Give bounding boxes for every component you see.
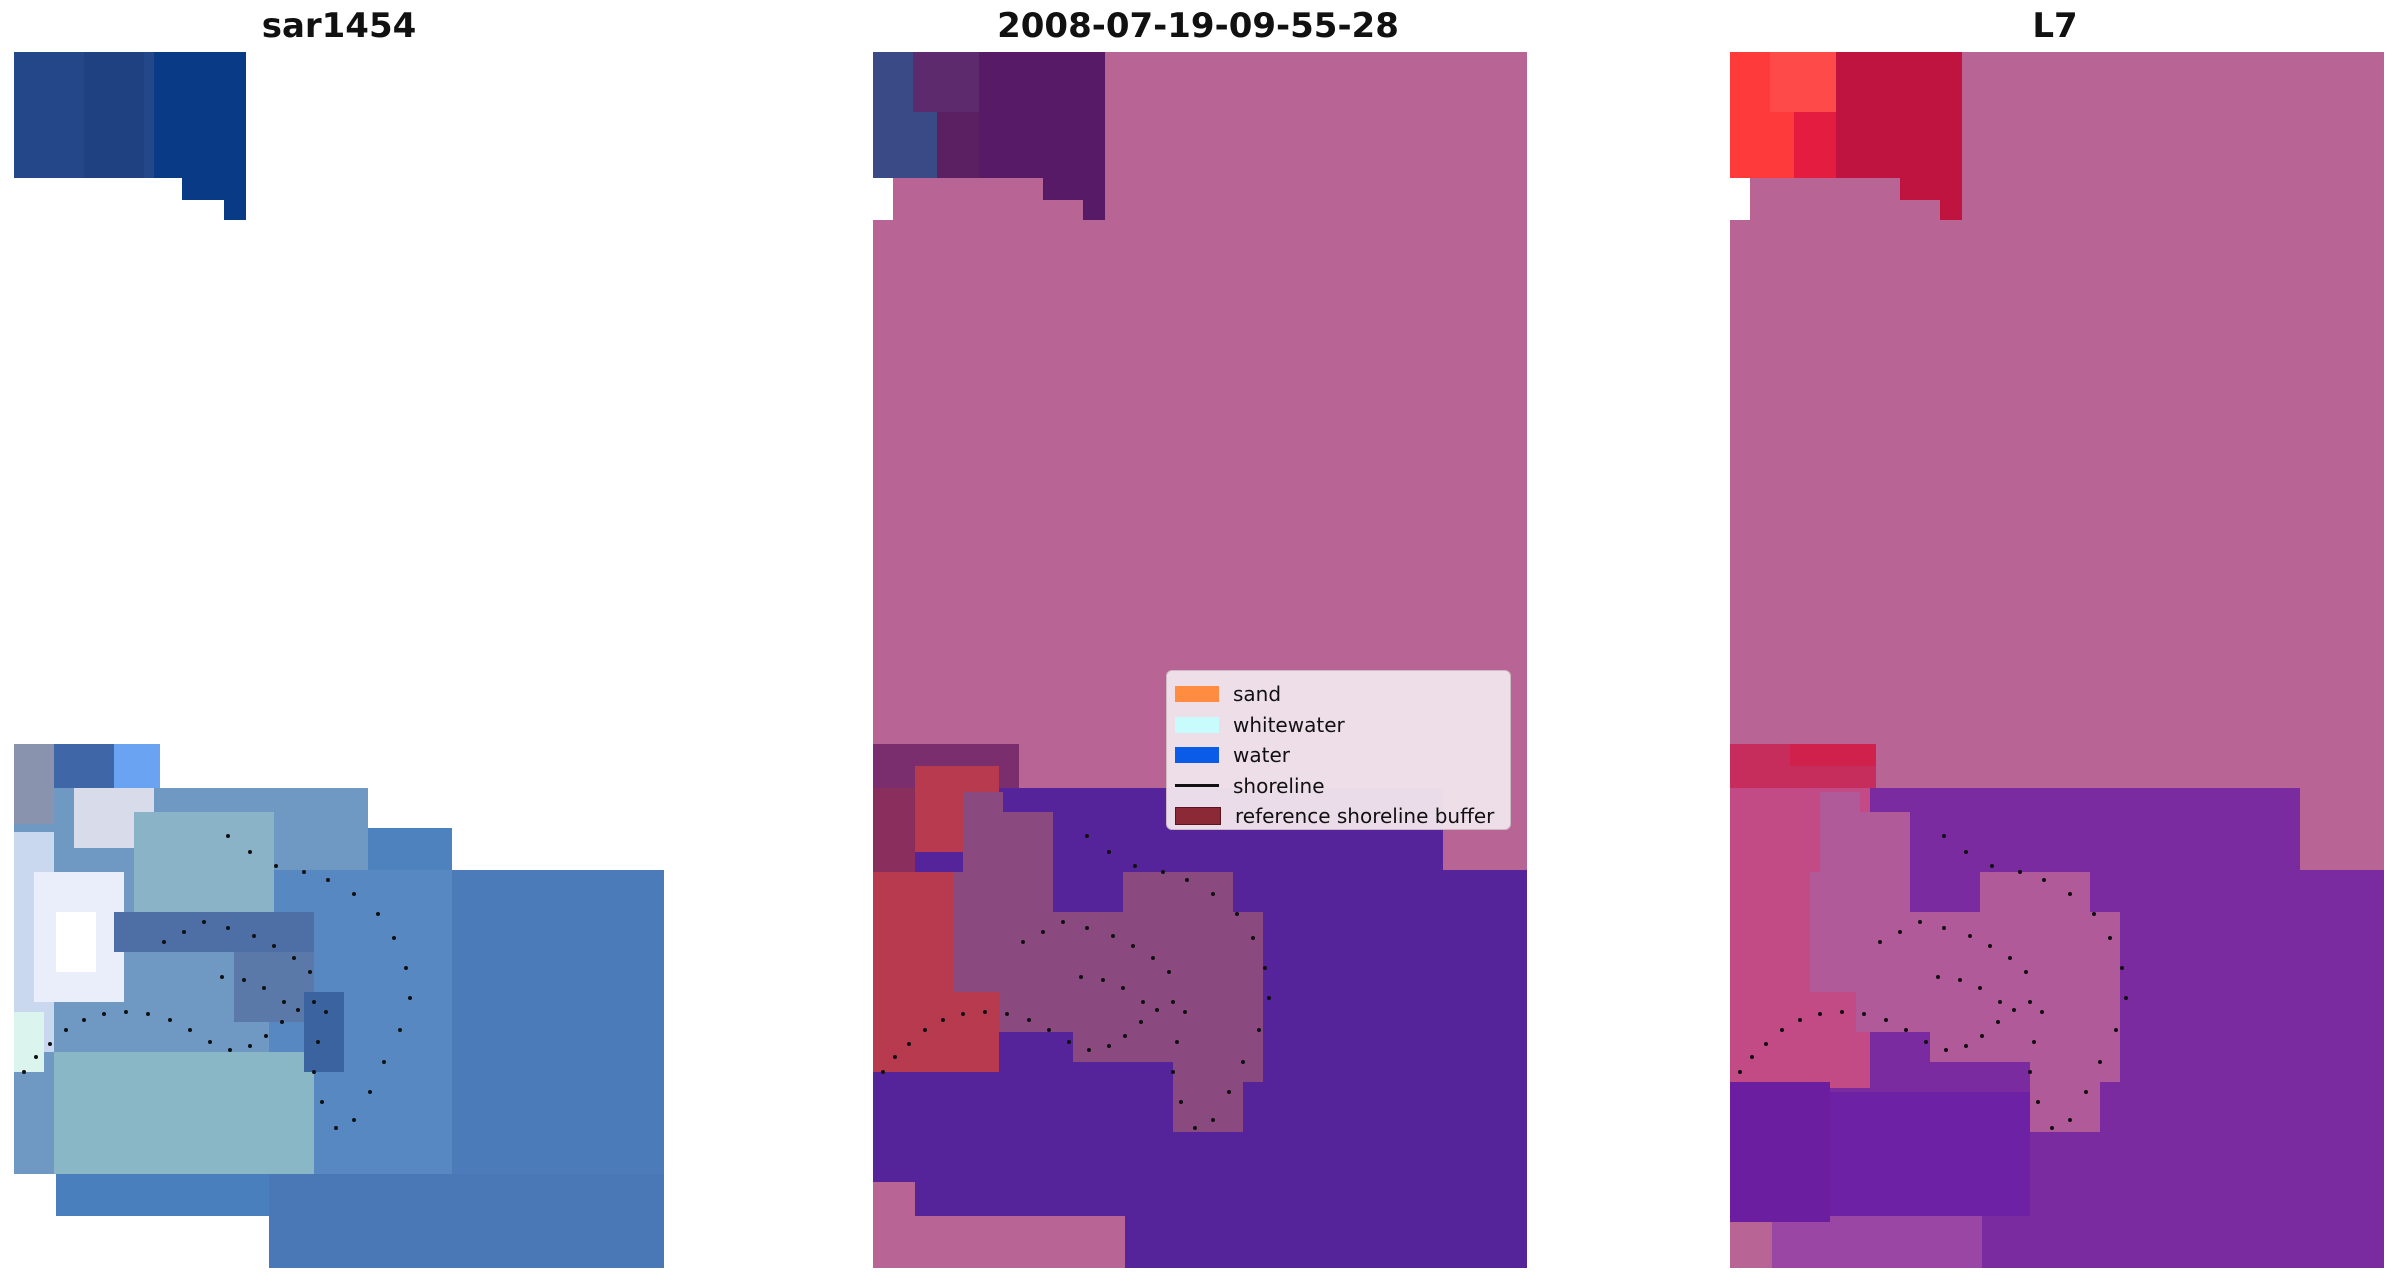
panel-title-sar: sar1454 xyxy=(261,6,417,46)
legend-item-reference-buffer: reference shoreline buffer xyxy=(1175,801,1502,832)
panel-title-date: 2008-07-19-09-55-28 xyxy=(997,6,1399,46)
legend-swatch-reference-buffer xyxy=(1175,807,1221,826)
legend-item-whitewater: whitewater xyxy=(1175,710,1502,741)
legend-swatch-shoreline xyxy=(1175,784,1219,788)
classification-legend: sand whitewater water shoreline referenc… xyxy=(1166,670,1511,830)
legend-label-sand: sand xyxy=(1233,682,1282,707)
panel-title-l7: L7 xyxy=(2032,6,2078,46)
legend-label-shoreline: shoreline xyxy=(1233,773,1325,798)
classified-image-panel xyxy=(873,52,1527,1268)
sar-image-panel xyxy=(14,52,664,1268)
legend-item-water: water xyxy=(1175,740,1502,771)
legend-swatch-whitewater xyxy=(1175,716,1219,733)
legend-label-reference-buffer: reference shoreline buffer xyxy=(1235,804,1495,829)
legend-swatch-water xyxy=(1175,747,1219,764)
l7-image-panel xyxy=(1730,52,2384,1268)
legend-item-shoreline: shoreline xyxy=(1175,771,1502,802)
legend-item-sand: sand xyxy=(1175,679,1502,710)
legend-swatch-sand xyxy=(1175,686,1219,703)
legend-label-whitewater: whitewater xyxy=(1233,712,1345,737)
legend-label-water: water xyxy=(1233,743,1290,768)
